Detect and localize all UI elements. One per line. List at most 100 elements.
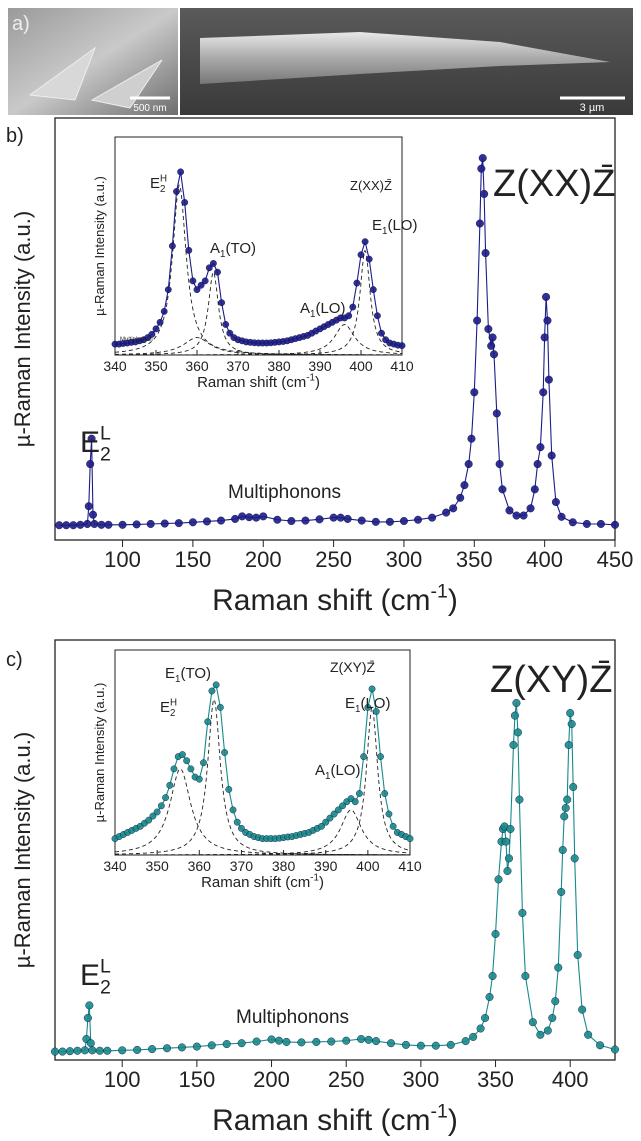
x-tick-label: 350	[144, 358, 168, 374]
x-tick-label: 100	[104, 1067, 141, 1092]
text-part: (TO)	[180, 665, 211, 682]
data-point	[231, 514, 240, 523]
data-point	[373, 312, 381, 320]
text-part: E	[165, 665, 175, 682]
data-point	[209, 260, 217, 267]
panel-label: a)	[12, 13, 30, 35]
data-point	[475, 219, 484, 228]
x-tick-label: 410	[398, 858, 422, 874]
text-part: (LO)	[387, 217, 417, 234]
data-point	[90, 519, 99, 528]
data-point	[567, 720, 576, 729]
text-part: 1	[355, 704, 360, 715]
text-part: E	[372, 217, 382, 234]
data-point	[519, 511, 528, 520]
y-axis-title: µ-Raman Intensity (a.u.)	[92, 683, 107, 823]
text-part: 2	[100, 976, 111, 998]
data-point	[145, 816, 153, 824]
data-point	[492, 409, 501, 418]
data-point	[487, 341, 496, 350]
data-point	[252, 1037, 261, 1046]
x-tick-label: 400	[349, 358, 373, 374]
text-part: Raman shift (cm	[201, 874, 310, 891]
text-part: -1	[431, 1100, 448, 1122]
data-point	[237, 1039, 246, 1048]
data-point	[146, 519, 155, 528]
data-point	[501, 837, 510, 846]
annotation: Multiphonons	[236, 1007, 349, 1028]
data-point	[560, 812, 569, 821]
x-tick-label: 400	[526, 547, 563, 572]
data-point	[542, 292, 551, 301]
inset-frame	[114, 136, 403, 356]
data-point	[327, 1037, 336, 1046]
data-point	[372, 708, 380, 715]
data-point	[356, 790, 363, 797]
text-part: 1	[310, 309, 315, 320]
data-point	[148, 330, 156, 338]
data-point	[357, 1034, 366, 1043]
data-point	[456, 493, 465, 502]
data-point	[208, 687, 216, 695]
x-tick-label: 300	[403, 1067, 440, 1092]
data-point	[539, 388, 548, 397]
text-part: H	[170, 698, 177, 709]
data-point	[477, 164, 486, 173]
panel-label: b)	[6, 125, 24, 147]
data-point	[153, 808, 161, 816]
annotation: A1(LO)	[315, 762, 360, 782]
data-point	[132, 520, 141, 529]
text-part: E	[80, 959, 100, 992]
data-point	[569, 783, 578, 792]
x-tick-label: 400	[552, 1067, 589, 1092]
data-point	[160, 307, 168, 315]
x-tick-label: 200	[253, 1067, 290, 1092]
data-point	[177, 1043, 186, 1052]
text-part: Raman shift (cm	[212, 584, 430, 617]
data-point	[238, 512, 247, 521]
text-part: 2	[100, 443, 111, 465]
data-point	[543, 316, 552, 325]
data-point	[558, 846, 567, 855]
data-point	[189, 277, 197, 285]
data-point	[385, 517, 394, 526]
x-tick-label: 390	[308, 358, 332, 374]
data-point	[238, 824, 245, 832]
data-point	[222, 321, 230, 328]
data-point	[252, 513, 261, 522]
data-point	[152, 325, 160, 333]
text-part: (LO)	[315, 300, 345, 317]
x-tick-label: 100	[104, 547, 141, 572]
data-point	[528, 1018, 537, 1027]
x-tick-label: 340	[103, 858, 127, 874]
data-point	[80, 1046, 89, 1055]
text-part: Raman shift (cm	[212, 1104, 430, 1137]
data-point	[489, 350, 498, 359]
data-point	[201, 277, 209, 285]
annotation: E2L	[80, 422, 111, 465]
data-point	[221, 749, 228, 756]
data-point	[515, 795, 524, 804]
data-point	[480, 189, 489, 198]
text-part: A	[300, 300, 310, 317]
nanoblade	[28, 46, 97, 101]
data-point	[563, 795, 572, 804]
x-tick-label: 150	[175, 547, 212, 572]
data-point	[322, 818, 330, 826]
data-point	[543, 1026, 552, 1035]
text-part: (LO)	[360, 695, 390, 712]
data-point	[521, 972, 530, 981]
x-tick-label: 370	[230, 858, 254, 874]
text-part: E	[345, 695, 355, 712]
x-tick-label: 350	[477, 1067, 514, 1092]
text-part: 2	[160, 184, 165, 195]
data-point	[86, 460, 95, 469]
text-part: (TO)	[225, 240, 256, 257]
data-point	[491, 930, 500, 939]
data-point	[540, 333, 549, 342]
data-point	[187, 765, 195, 773]
data-point	[470, 388, 479, 397]
data-point	[509, 741, 518, 750]
data-point	[533, 460, 542, 469]
